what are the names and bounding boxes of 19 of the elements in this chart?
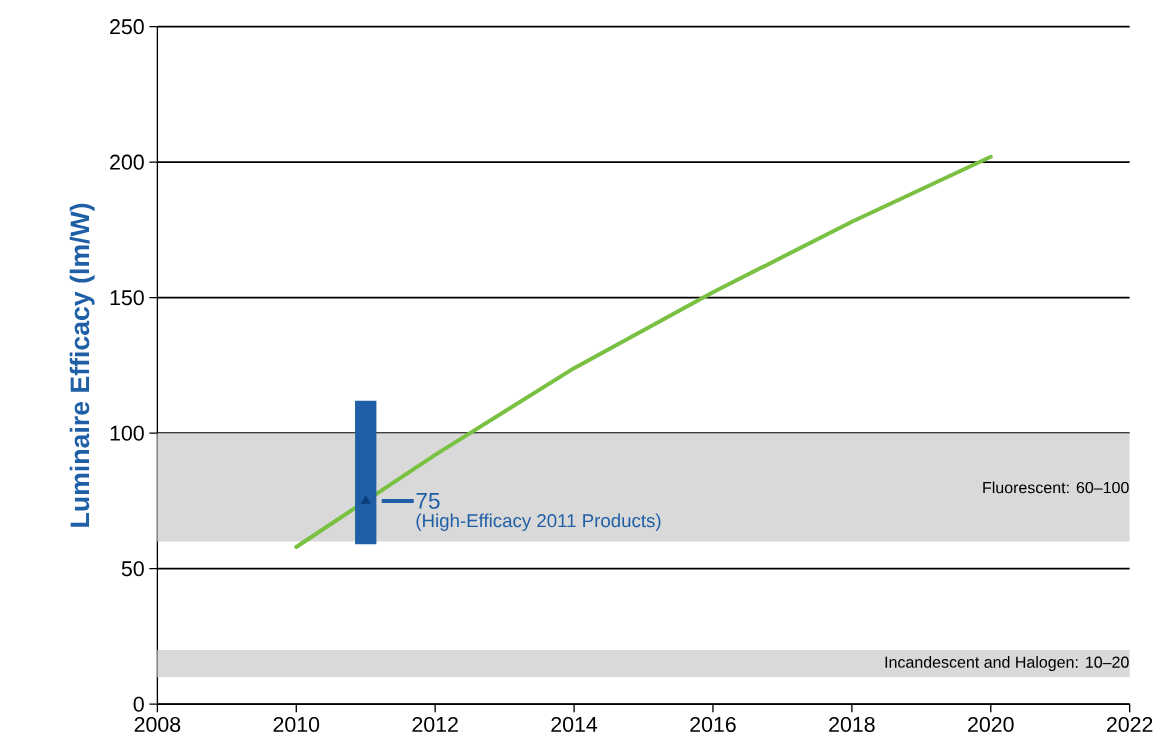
band-label: Incandescent and Halogen: 10–20 (885, 655, 1129, 671)
x-tick-label: 2022 (1106, 716, 1153, 732)
x-tick-label: 2016 (690, 716, 736, 732)
y-tick-label: 50 (121, 561, 144, 577)
x-tick-label: 2012 (412, 716, 458, 732)
y-axis-title: Luminaire Efficacy (lm/W) (69, 203, 95, 527)
y-tick-label: 100 (110, 425, 144, 441)
x-tick-label: 2018 (829, 716, 875, 732)
band-label: Fluorescent: 60–100 (983, 481, 1129, 494)
y-tick-label: 250 (110, 19, 144, 35)
annotation: (High-Efficacy 2011 Products) (416, 513, 661, 531)
annotation: 75 (416, 492, 440, 509)
y-tick-label: 200 (110, 154, 144, 170)
x-tick-label: 2020 (968, 716, 1014, 732)
y-tick-label: 150 (110, 290, 144, 306)
x-tick-label: 2008 (134, 716, 181, 732)
x-tick-label: 2014 (551, 716, 598, 732)
y-tick-label: 0 (133, 696, 144, 712)
x-tick-label: 2010 (273, 716, 320, 732)
